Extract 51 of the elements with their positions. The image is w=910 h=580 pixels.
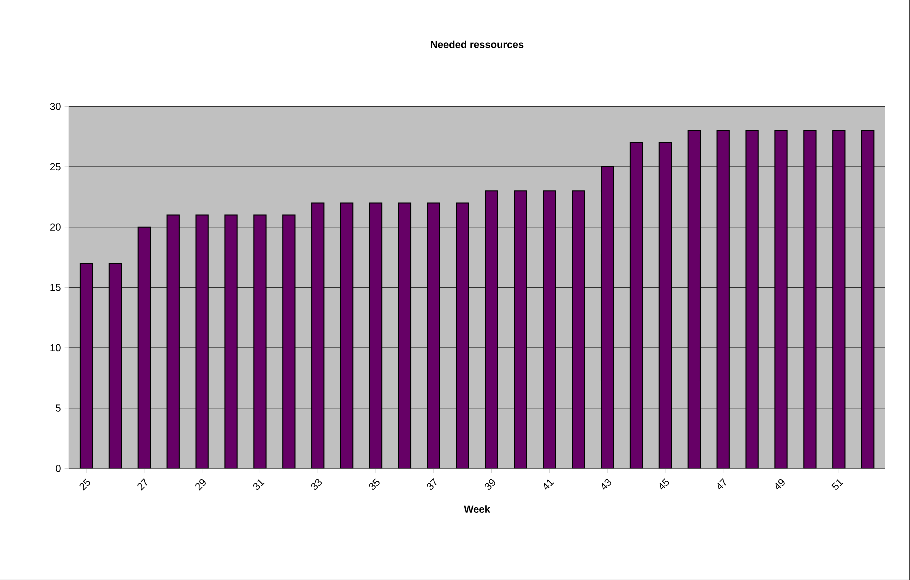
bar (804, 130, 817, 468)
bar (254, 214, 267, 468)
bar (369, 202, 383, 468)
bar (224, 214, 238, 468)
bar (862, 130, 875, 468)
bar (572, 190, 586, 468)
x-tick-label: 27 (138, 478, 148, 490)
y-tick-label: 5 (56, 404, 61, 412)
bar (543, 190, 556, 468)
y-tick-label: 10 (50, 344, 61, 352)
bar (138, 226, 152, 468)
x-tick-label: 41 (544, 479, 554, 490)
bar (340, 202, 354, 468)
bar (427, 202, 440, 468)
x-tick-label: 31 (253, 480, 265, 490)
x-tick-label: 33 (311, 479, 322, 490)
chart-title: Needed ressources (431, 40, 524, 48)
x-tick-label: 37 (427, 478, 437, 490)
bar (398, 202, 412, 468)
bar (774, 130, 788, 468)
bar (196, 214, 209, 468)
y-tick-label: 30 (50, 102, 61, 110)
x-tick-label: 47 (718, 478, 726, 490)
bar (166, 214, 180, 468)
x-tick-label: 29 (196, 479, 206, 490)
bar (282, 214, 296, 468)
y-tick-label: 25 (50, 163, 61, 170)
bar (600, 166, 614, 468)
bar (456, 202, 470, 468)
y-tick-label: 20 (50, 224, 61, 231)
bar (80, 262, 94, 468)
x-tick-label: 39 (485, 479, 496, 490)
bar (485, 190, 498, 468)
y-tick-label: 0 (56, 464, 61, 472)
x-tick-label: 51 (832, 479, 844, 490)
x-tick-label: 25 (80, 478, 90, 490)
bar (688, 130, 701, 468)
x-tick-label: 49 (776, 479, 785, 490)
x-axis-title: Week (464, 505, 490, 513)
bar (832, 130, 846, 468)
bar (312, 202, 325, 468)
bar (514, 190, 528, 468)
bar (658, 142, 672, 468)
bar (630, 142, 644, 468)
x-tick-label: 35 (369, 478, 380, 490)
x-tick-label: 45 (660, 478, 670, 490)
y-tick-label: 15 (50, 284, 61, 292)
bar (746, 130, 759, 468)
bar (108, 262, 122, 468)
bar (716, 130, 730, 468)
x-tick-label: 43 (602, 479, 612, 490)
